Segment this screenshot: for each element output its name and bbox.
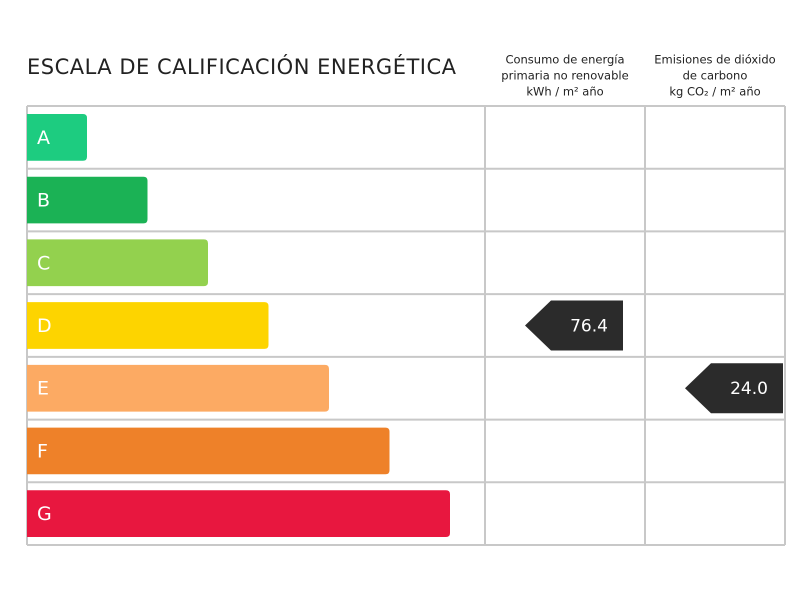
grade-bar <box>27 364 329 412</box>
column-header: kg CO₂ / m² año <box>669 85 760 99</box>
column-header: de carbono <box>683 69 748 83</box>
column-header: Emisiones de dióxido <box>654 53 775 67</box>
grade-letter: C <box>37 252 50 274</box>
grade-letter: E <box>37 378 49 400</box>
rating-indicator <box>685 363 783 414</box>
grade-bar <box>27 302 269 349</box>
grade-letter: A <box>37 127 50 149</box>
grade-letter: F <box>37 440 48 462</box>
grade-letter: G <box>37 503 52 525</box>
title: ESCALA DE CALIFICACIÓN ENERGÉTICA <box>27 54 457 79</box>
rating-indicator <box>525 300 623 351</box>
grade-bar <box>27 427 390 475</box>
column-header: kWh / m² año <box>526 85 603 99</box>
grade-bar <box>27 114 87 161</box>
grade-bar <box>27 176 148 224</box>
indicator-value: 76.4 <box>570 317 608 337</box>
grade-letter: B <box>37 190 50 212</box>
column-header: Consumo de energía <box>505 53 624 67</box>
grade-bar <box>27 239 208 287</box>
grade-letter: D <box>37 315 52 337</box>
indicator-value: 24.0 <box>730 379 768 399</box>
grade-bar <box>27 490 450 537</box>
column-header: primaria no renovable <box>501 69 628 83</box>
